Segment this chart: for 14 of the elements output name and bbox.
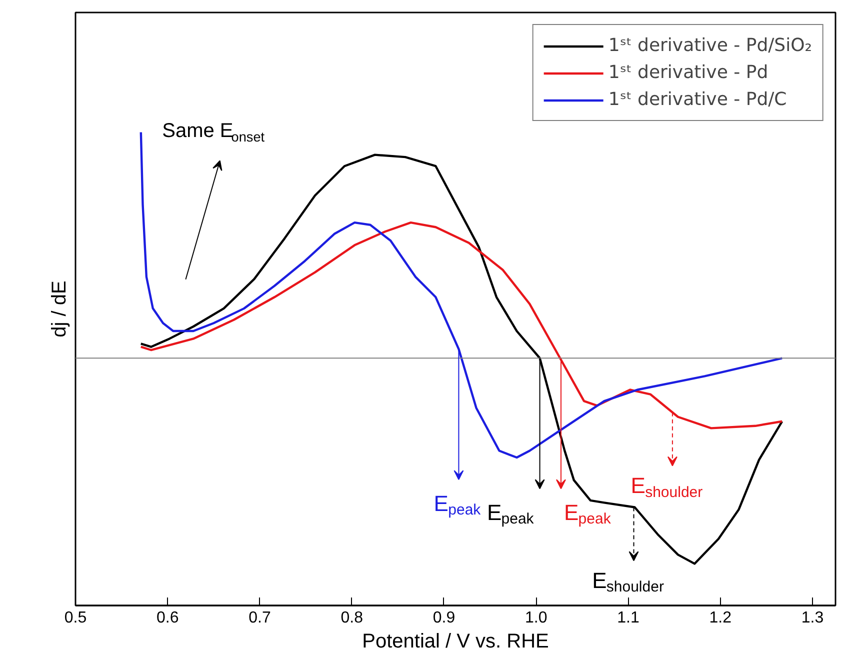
x-tick-label: 0.5 (64, 610, 87, 626)
x-tick-label: 0.9 (432, 610, 456, 626)
legend-label: 1ˢᵗ derivative - Pd (608, 62, 768, 83)
legend-label: 1ˢᵗ derivative - Pd/C (608, 89, 787, 110)
x-tick-label: 0.7 (248, 610, 271, 626)
x-tick-label: 1.1 (617, 610, 640, 626)
x-tick-label: 1.3 (801, 610, 824, 626)
x-tick-label: 1.0 (524, 610, 548, 626)
y-axis-title: dj / dE (48, 280, 70, 338)
legend-label: 1ˢᵗ derivative - Pd/SiO₂ (608, 35, 812, 56)
x-tick-label: 0.6 (156, 610, 179, 626)
x-tick-label: 0.8 (340, 610, 364, 626)
x-axis-title: Potential / V vs. RHE (362, 630, 549, 652)
x-tick-label: 1.2 (709, 610, 732, 626)
